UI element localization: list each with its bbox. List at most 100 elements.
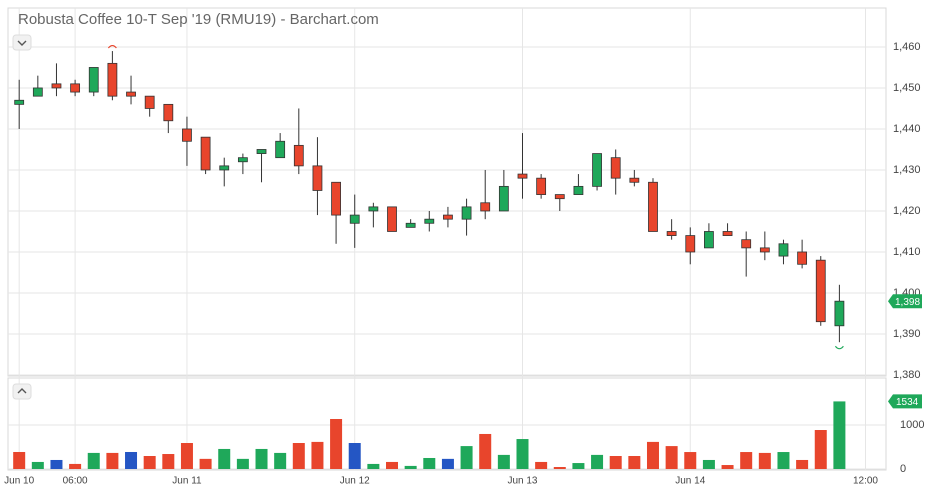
y-tick-label: 0 xyxy=(900,463,906,475)
grid xyxy=(8,8,886,470)
collapse-button[interactable] xyxy=(12,383,32,400)
candle-body xyxy=(610,157,621,179)
volume-bar xyxy=(516,439,529,469)
chart-title: Robusta Coffee 10-T Sep '19 (RMU19) - Ba… xyxy=(18,11,379,28)
candle-body xyxy=(275,140,286,159)
candle-body xyxy=(498,185,509,212)
candle-body xyxy=(331,181,341,216)
y-tick-label: 1,410 xyxy=(893,246,921,258)
candle-body xyxy=(797,251,808,265)
volume-bar xyxy=(386,461,399,469)
volume-bar xyxy=(572,463,585,469)
candle-body xyxy=(126,91,136,97)
volume-bar xyxy=(460,446,473,469)
volume-bar xyxy=(646,441,659,469)
volume-bar xyxy=(199,458,212,469)
collapse-button[interactable] xyxy=(12,34,32,51)
x-tick-label: Jun 10 xyxy=(4,476,34,487)
candle-body xyxy=(32,87,43,97)
volume-bar xyxy=(218,448,231,469)
marks xyxy=(13,44,846,469)
candle-body xyxy=(219,165,230,171)
candle-body xyxy=(815,259,826,323)
volume-bar xyxy=(609,456,622,469)
candle-body xyxy=(573,185,584,195)
volume-bar xyxy=(684,452,697,469)
candle-body xyxy=(722,231,733,236)
volume-bar xyxy=(143,456,156,469)
candle-body xyxy=(312,165,323,191)
volume-bar xyxy=(106,452,119,469)
candle-body xyxy=(461,206,472,220)
volume-bar xyxy=(814,430,827,469)
y-tick-label: 1,420 xyxy=(893,205,921,217)
candle-body xyxy=(293,144,304,167)
y-tick-label: 1,440 xyxy=(893,123,921,135)
last-price-tag xyxy=(888,294,922,309)
volume-bar xyxy=(236,458,249,469)
volume-bar xyxy=(367,463,380,469)
volume-bar xyxy=(404,465,417,469)
x-tick-label: 12:00 xyxy=(853,476,878,487)
y-tick-label: 1,430 xyxy=(893,164,921,176)
candle-body xyxy=(70,83,81,93)
candle-body xyxy=(144,95,155,109)
volume-bar xyxy=(777,452,790,469)
volume-bar xyxy=(292,443,305,469)
candle-body xyxy=(443,214,453,220)
low-marker xyxy=(834,345,844,350)
candle-body xyxy=(200,136,211,171)
volume-panel xyxy=(7,377,887,471)
candle-body xyxy=(741,239,752,249)
candle-body xyxy=(685,235,696,253)
candle-body xyxy=(88,67,99,93)
candle-body xyxy=(554,194,565,200)
volume-bar xyxy=(255,448,268,469)
volume-bar xyxy=(796,459,809,469)
candle-body xyxy=(237,157,248,163)
y-tick-label: 1,460 xyxy=(893,41,921,53)
x-tick-label: 06:00 xyxy=(63,476,88,487)
y-tick-label: 1,380 xyxy=(893,369,921,381)
volume-bar xyxy=(125,451,138,469)
x-tick-label: Jun 11 xyxy=(172,476,202,487)
candle-body xyxy=(536,177,547,195)
candle-body xyxy=(424,218,435,224)
candle-body xyxy=(834,300,845,327)
volume-bar xyxy=(69,463,82,469)
last-volume-label: 1534 xyxy=(896,397,919,408)
volume-bar xyxy=(87,452,100,469)
x-tick-label: Jun 12 xyxy=(340,476,370,487)
x-tick-label: Jun 14 xyxy=(675,476,705,487)
candle-body xyxy=(163,103,174,122)
candle-body xyxy=(704,231,714,249)
volume-bar xyxy=(348,443,361,469)
candle-body xyxy=(182,128,192,142)
volume-bar xyxy=(758,452,771,469)
candle-body xyxy=(648,181,658,232)
volume-bar xyxy=(31,461,44,469)
high-marker xyxy=(107,44,117,49)
candle-body xyxy=(349,214,360,224)
candle-body xyxy=(387,206,397,232)
candle-body xyxy=(517,173,528,179)
volume-bar xyxy=(311,441,324,469)
last-volume-tag xyxy=(888,394,922,409)
volume-bar xyxy=(665,446,678,469)
y-tick-label: 1,390 xyxy=(893,328,921,340)
candle-body xyxy=(107,62,118,97)
volume-bar xyxy=(591,454,604,469)
volume-bar xyxy=(441,458,454,469)
volume-bar xyxy=(423,457,436,469)
volume-bar xyxy=(13,451,26,469)
volume-bar xyxy=(553,467,566,469)
volume-bar xyxy=(180,443,193,469)
volume-bar xyxy=(833,401,846,469)
y-tick-label: 1,450 xyxy=(893,82,921,94)
candle-body xyxy=(629,177,640,183)
candle-body xyxy=(14,99,25,105)
volume-bar xyxy=(50,459,63,469)
candle-body xyxy=(592,153,602,187)
volume-bar xyxy=(702,459,715,469)
